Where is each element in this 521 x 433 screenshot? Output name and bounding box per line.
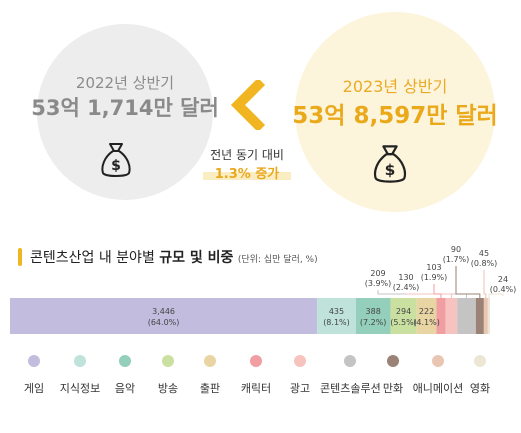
legend-label: 영화 [469,382,491,395]
legend-label: 음악 [114,382,136,395]
bar-segment-8 [475,298,484,334]
legend-swatch [294,355,306,367]
change-label: 전년 동기 대비 [210,148,284,162]
legend-item: 만화 [363,355,423,396]
bar-segment-10 [487,298,490,334]
change-value: 1.3% 증가 [214,167,280,182]
legend-swatch [74,355,86,367]
data-label-value: 103 [426,263,441,272]
data-label-value: 388 [366,307,381,316]
legend-item: 캐릭터 [226,355,286,396]
section-marker [18,248,22,266]
bar-segment-2 [355,298,391,334]
bar-segment-3 [390,298,417,334]
money-bag-icon: $ [101,143,131,177]
data-label-value: 24 [498,275,508,284]
bar-segment-5 [436,298,446,334]
legend-label: 광고 [289,382,311,395]
legend-swatch [28,355,40,367]
bar-segment-9 [483,298,488,334]
data-label-share: (64.0%) [148,318,180,327]
section-title-plain: 콘텐츠산업 내 분야별 [30,250,155,266]
legend-item: 콘텐츠솔루션 [320,355,381,396]
change-highlight [203,172,291,180]
bar-segment-0 [10,298,318,334]
previous-amount: 53억 1,714만 달러 [31,96,219,120]
data-label-value: 3,446 [152,307,175,316]
data-label-share: (1.7%) [443,255,470,264]
stacked-bar-chart: 3,446(64.0%)435(8.1%)388(7.2%)294(5.5%)2… [10,245,517,334]
legend-label: 방송 [157,382,179,395]
legend-label: 게임 [23,382,45,395]
legend-item: 영화 [450,355,510,396]
legend-label: 만화 [382,382,404,395]
current-amount: 53억 8,597만 달러 [292,103,498,129]
legend-item: 출판 [180,355,240,396]
data-label-share: (8.1%) [323,318,350,327]
legend-swatch [204,355,216,367]
legend-item: 광고 [270,355,330,396]
current-period-label: 2023년 상반기 [342,77,448,96]
legend-item: 방송 [138,355,198,396]
svg-text:$: $ [385,161,396,179]
chevron-left-icon [230,80,266,130]
legend-label: 콘텐츠솔루션 [320,382,381,395]
money-bag-icon: $ [373,145,407,183]
legend-label: 캐릭터 [240,382,272,395]
data-label-share: (3.9%) [365,279,392,288]
data-label-value: 222 [419,307,434,316]
section-unit: (단위: 십만 달러, %) [237,255,318,265]
data-label-share: (0.4%) [490,285,517,294]
data-label-share: (1.9%) [421,273,448,282]
legend-label: 지식정보 [59,382,101,395]
data-label-share: (4.1%) [413,318,440,327]
chart-legend: 게임 지식정보 음악 방송 출판 캐릭터 광고 콘텐츠솔루션 만화 애니메이션 영화 [0,355,521,415]
legend-item: 게임 [4,355,64,396]
bar-segment-1 [317,298,356,334]
current-period-circle [295,12,495,212]
bar-segment-7 [457,298,476,334]
previous-period-label: 2022년 상반기 [75,74,175,92]
svg-text:$: $ [111,158,121,174]
data-label-value: 435 [329,307,344,316]
section-title: 콘텐츠산업 내 분야별 규모 및 비중 (단위: 십만 달러, %) [30,247,318,267]
data-label-share: (5.5%) [390,318,417,327]
legend-swatch [387,355,399,367]
callout-line [483,270,487,298]
data-label-share: (0.8%) [471,259,498,268]
legend-swatch [250,355,262,367]
callout-line [406,293,452,298]
data-label-value: 209 [370,269,385,278]
legend-swatch [119,355,131,367]
data-label-value: 294 [396,307,411,316]
data-label-value: 130 [398,273,413,282]
legend-swatch [344,355,356,367]
legend-item: 애니메이션 [408,355,468,396]
bar-segment-6 [445,298,458,334]
data-label-value: 45 [479,249,489,258]
legend-item: 음악 [95,355,155,396]
bar-segment-4 [416,298,437,334]
section-title-bold: 규모 및 비중 [159,250,234,266]
legend-swatch [432,355,444,367]
data-label-share: (7.2%) [360,318,387,327]
legend-item: 지식정보 [50,355,110,396]
legend-label: 출판 [199,382,221,395]
legend-swatch [474,355,486,367]
previous-period-circle [37,24,213,200]
callout-line [433,284,442,298]
data-label-share: (2.4%) [393,283,420,292]
legend-label: 애니메이션 [412,382,464,395]
callout-line [488,293,504,298]
legend-swatch [162,355,174,367]
callout-line [455,266,481,298]
data-label-value: 90 [451,245,461,254]
